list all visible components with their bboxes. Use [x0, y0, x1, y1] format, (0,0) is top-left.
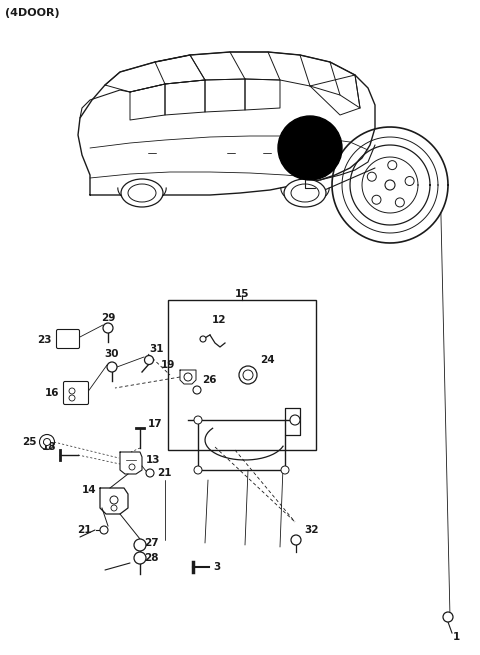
Circle shape: [134, 552, 146, 564]
Text: 1: 1: [452, 632, 460, 642]
Text: 25: 25: [23, 437, 37, 447]
Circle shape: [69, 395, 75, 401]
Circle shape: [107, 362, 117, 372]
Circle shape: [144, 356, 154, 364]
Circle shape: [111, 505, 117, 511]
Circle shape: [278, 116, 342, 180]
Circle shape: [100, 526, 108, 534]
Text: 21: 21: [77, 525, 92, 535]
Ellipse shape: [291, 184, 319, 202]
Ellipse shape: [284, 179, 326, 207]
Text: 24: 24: [260, 355, 275, 365]
Circle shape: [146, 469, 154, 477]
Circle shape: [396, 198, 404, 207]
Circle shape: [290, 415, 300, 425]
Circle shape: [69, 388, 75, 394]
Text: 28: 28: [144, 553, 158, 563]
Circle shape: [200, 336, 206, 342]
Circle shape: [291, 535, 301, 545]
Text: 19: 19: [161, 360, 175, 370]
Circle shape: [194, 466, 202, 474]
Circle shape: [385, 180, 395, 190]
Circle shape: [44, 438, 50, 445]
Circle shape: [129, 464, 135, 470]
FancyBboxPatch shape: [57, 329, 80, 348]
Text: 18: 18: [41, 442, 56, 452]
Circle shape: [39, 434, 55, 449]
Circle shape: [367, 172, 376, 181]
Text: 32: 32: [304, 525, 319, 535]
Circle shape: [281, 466, 289, 474]
FancyBboxPatch shape: [63, 381, 88, 405]
Circle shape: [443, 612, 453, 622]
Text: 16: 16: [45, 388, 59, 398]
Circle shape: [388, 160, 397, 170]
Circle shape: [184, 373, 192, 381]
Text: 27: 27: [144, 538, 158, 548]
Text: 21: 21: [157, 468, 171, 478]
Bar: [168, 300, 316, 450]
Text: 26: 26: [202, 375, 216, 385]
Text: 31: 31: [150, 344, 164, 354]
Text: 15: 15: [235, 289, 249, 299]
Text: 14: 14: [82, 485, 96, 495]
Ellipse shape: [121, 179, 163, 207]
Text: 30: 30: [105, 349, 119, 359]
Text: 12: 12: [212, 315, 227, 325]
Circle shape: [193, 386, 201, 394]
Circle shape: [372, 195, 381, 204]
Circle shape: [194, 416, 202, 424]
Circle shape: [405, 177, 414, 185]
Text: 29: 29: [101, 313, 115, 323]
Text: 3: 3: [213, 562, 220, 572]
Circle shape: [134, 539, 146, 551]
Ellipse shape: [128, 184, 156, 202]
Circle shape: [110, 496, 118, 504]
Text: 17: 17: [148, 419, 163, 429]
Text: 13: 13: [146, 455, 160, 465]
Text: 23: 23: [37, 335, 52, 345]
Circle shape: [243, 370, 253, 380]
Circle shape: [103, 323, 113, 333]
Circle shape: [239, 366, 257, 384]
Text: (4DOOR): (4DOOR): [5, 8, 60, 18]
